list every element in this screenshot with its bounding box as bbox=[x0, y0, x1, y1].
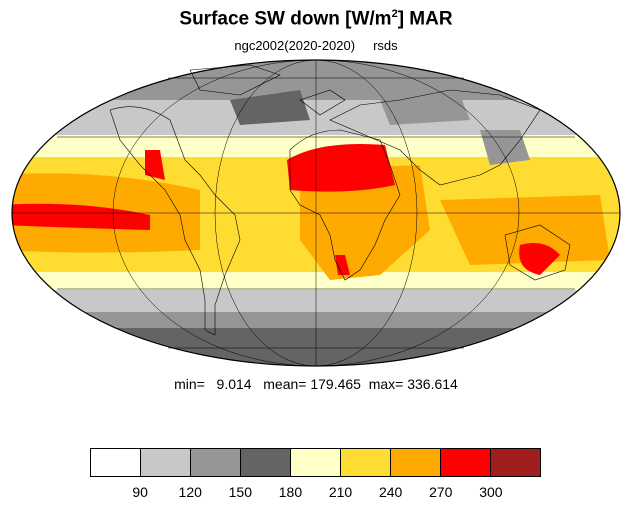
colorbar-tick-label: 270 bbox=[421, 484, 461, 500]
colorbar-tick-label: 210 bbox=[321, 484, 361, 500]
colorbar-labels: 90 120 150 180 210 240 270 300 bbox=[90, 484, 541, 502]
colorbar-tick-label: 150 bbox=[220, 484, 260, 500]
colorbar-box bbox=[441, 449, 491, 476]
colorbar-box bbox=[141, 449, 191, 476]
colorbar-tick-label: 240 bbox=[371, 484, 411, 500]
colorbar-tick-label: 120 bbox=[170, 484, 210, 500]
colorbar-box bbox=[341, 449, 391, 476]
colorbar-tick-label: 180 bbox=[270, 484, 310, 500]
colorbar-box bbox=[491, 449, 540, 476]
colorbar-box bbox=[241, 449, 291, 476]
colorbar-box bbox=[91, 449, 141, 476]
colorbar-tick-label: 300 bbox=[471, 484, 511, 500]
colorbar bbox=[90, 448, 541, 477]
colorbar-box bbox=[191, 449, 241, 476]
colorbar-box bbox=[391, 449, 441, 476]
colorbar-tick-label: 90 bbox=[120, 484, 160, 500]
colorbar-box bbox=[291, 449, 341, 476]
stats-line: min= 9.014 mean= 179.465 max= 336.614 bbox=[0, 376, 632, 392]
